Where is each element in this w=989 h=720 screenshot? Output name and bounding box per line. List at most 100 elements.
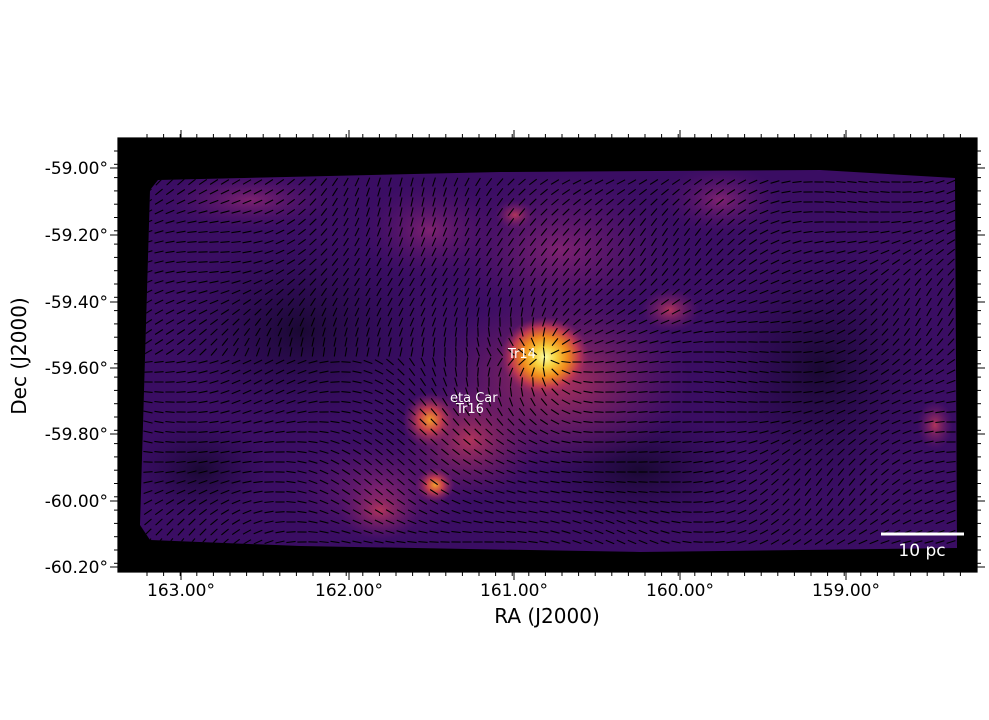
polarization-vector xyxy=(231,369,241,375)
polarization-vector xyxy=(693,309,703,315)
polarization-vector xyxy=(451,489,461,495)
polarization-vector xyxy=(341,429,351,435)
polarization-vector xyxy=(902,201,912,203)
polarization-vector xyxy=(275,219,285,225)
polarization-vector xyxy=(650,288,658,296)
polarization-vector xyxy=(517,428,527,436)
polarization-vector xyxy=(453,277,459,287)
polarization-vector xyxy=(584,298,592,306)
polarization-vector xyxy=(826,508,834,516)
polarization-vector xyxy=(947,287,955,297)
polarization-vector xyxy=(671,510,681,514)
polarization-vector xyxy=(352,360,362,364)
polarization-vector xyxy=(924,460,934,464)
polarization-vector xyxy=(913,200,923,204)
polarization-vector xyxy=(462,510,472,514)
polarization-vector xyxy=(198,230,208,234)
polarization-vector xyxy=(880,268,890,276)
polarization-vector xyxy=(530,397,536,407)
polarization-vector xyxy=(627,391,637,393)
polarization-vector xyxy=(264,389,274,395)
polarization-vector xyxy=(331,277,339,287)
polarization-vector xyxy=(814,340,824,344)
polarization-vector xyxy=(376,277,382,287)
polarization-vector xyxy=(561,520,571,524)
polarization-vector xyxy=(496,418,504,426)
polarization-vector xyxy=(419,468,427,476)
polarization-vector xyxy=(924,220,934,224)
polarization-vector xyxy=(649,520,659,524)
polarization-vector xyxy=(617,228,625,236)
polarization-vector xyxy=(814,400,824,404)
polarization-vector xyxy=(616,319,626,325)
polarization-vector xyxy=(518,198,526,206)
polarization-vector xyxy=(363,409,373,415)
polarization-vector xyxy=(154,339,164,345)
polarization-vector xyxy=(627,481,637,483)
polarization-vector xyxy=(443,337,447,347)
polarization-vector xyxy=(737,310,747,314)
polarization-vector xyxy=(496,178,504,186)
polarization-vector xyxy=(836,539,846,545)
polarization-vector xyxy=(397,448,405,456)
polarization-vector xyxy=(573,228,581,236)
polarization-vector xyxy=(594,411,604,413)
polarization-vector xyxy=(836,269,846,275)
polarization-vector xyxy=(913,540,923,544)
polarization-vector xyxy=(737,209,747,215)
polarization-vector xyxy=(682,340,692,344)
polarization-vector xyxy=(935,379,945,385)
polarization-vector xyxy=(847,308,857,316)
polarization-vector xyxy=(352,449,362,455)
polarization-vector xyxy=(418,541,428,543)
polarization-vector xyxy=(495,438,505,446)
polarization-vector xyxy=(880,379,890,385)
polarization-vector xyxy=(704,500,714,504)
polarization-vector xyxy=(628,227,636,237)
polarization-vector xyxy=(792,210,802,214)
polarization-vector xyxy=(935,470,945,474)
polarization-vector xyxy=(209,318,219,326)
polarization-vector xyxy=(363,379,373,385)
polarization-vector xyxy=(837,458,845,466)
polarization-vector xyxy=(497,227,503,237)
polarization-vector xyxy=(332,187,338,197)
polarization-vector xyxy=(770,300,780,304)
polarization-vector xyxy=(671,441,681,443)
polarization-vector xyxy=(475,297,481,307)
polarization-vector xyxy=(594,179,604,185)
polarization-vector xyxy=(605,371,615,373)
polarization-vector xyxy=(430,468,438,476)
polarization-vector xyxy=(815,468,823,476)
polarization-vector xyxy=(176,460,186,464)
polarization-vector xyxy=(429,499,439,505)
polarization-vector xyxy=(517,490,527,494)
polarization-vector xyxy=(308,360,318,364)
polarization-vector xyxy=(881,338,889,346)
polarization-vector xyxy=(946,509,956,515)
polarization-vector xyxy=(584,278,592,286)
polarization-vector xyxy=(286,219,296,225)
polarization-vector xyxy=(377,187,381,197)
polarization-vector xyxy=(396,509,406,515)
polarization-vector xyxy=(264,539,274,545)
polarization-vector xyxy=(363,429,373,435)
polarization-vector xyxy=(551,267,559,277)
polarization-vector xyxy=(583,529,593,535)
polarization-vector xyxy=(231,250,241,254)
polarization-vector xyxy=(507,178,515,186)
polarization-vector xyxy=(486,407,492,417)
polarization-vector xyxy=(946,379,956,385)
polarization-vector xyxy=(913,190,923,194)
polarization-vector xyxy=(453,217,459,227)
polarization-vector xyxy=(187,411,197,413)
polarization-vector xyxy=(319,479,329,485)
polarization-vector xyxy=(286,399,296,405)
polarization-vector xyxy=(551,388,559,396)
polarization-vector xyxy=(649,319,659,325)
polarization-vector xyxy=(520,297,524,307)
polarization-vector xyxy=(946,199,956,205)
polarization-vector xyxy=(231,308,241,316)
polarization-vector xyxy=(682,460,692,464)
polarization-vector xyxy=(507,237,515,247)
